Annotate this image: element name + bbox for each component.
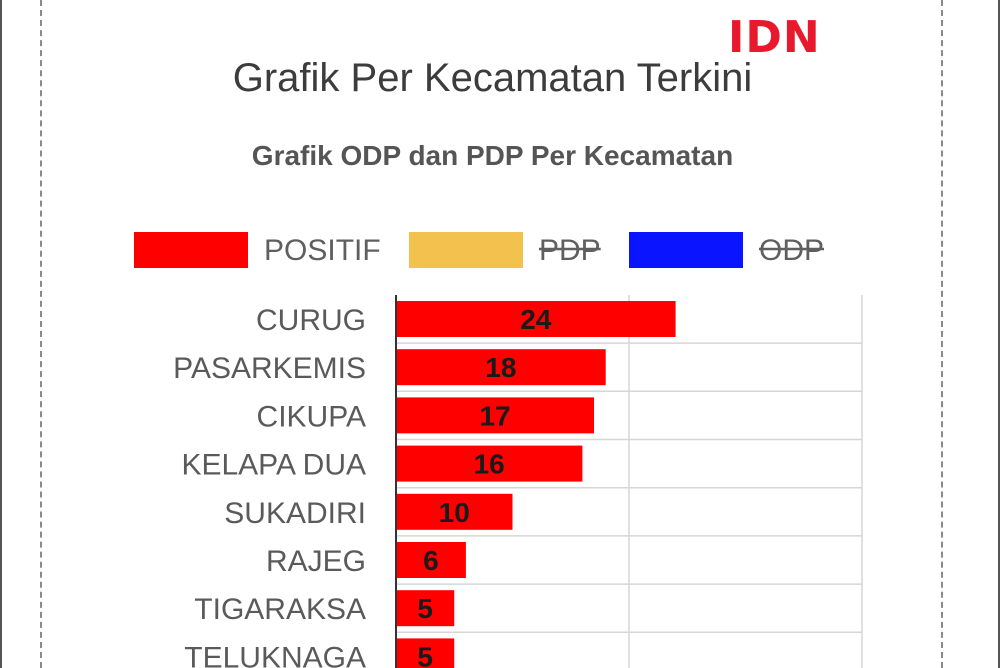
category-label: TELUKNAGA: [184, 641, 366, 668]
legend-swatch-positif: [134, 232, 248, 268]
bar: [396, 590, 455, 627]
bar: [396, 542, 466, 578]
data-label: 6: [423, 545, 439, 576]
legend-label-positif: POSITIF: [264, 234, 381, 267]
bar: [396, 638, 455, 668]
bar: [396, 445, 583, 482]
bar: [396, 493, 513, 530]
legend-label-pdp: PDP: [539, 234, 601, 267]
legend-swatch-pdp: [409, 232, 523, 268]
left-edge-border: [0, 0, 2, 668]
right-edge-border: [998, 0, 1000, 668]
bar: [396, 301, 676, 337]
data-label: 5: [417, 593, 433, 624]
chart-title: Grafik ODP dan PDP Per Kecamatan: [251, 140, 734, 171]
bar: [396, 349, 606, 386]
left-dashed-border: [40, 0, 42, 668]
data-label: 18: [485, 352, 516, 383]
legend-swatch-odp: [629, 232, 743, 268]
idn-logo: IDN: [728, 12, 821, 63]
legend-label-odp: ODP: [759, 234, 824, 267]
category-label: PASARKEMIS: [173, 352, 366, 385]
data-label: 5: [417, 641, 433, 668]
category-label: CURUG: [256, 304, 366, 337]
category-label: TIGARAKSA: [194, 593, 366, 626]
right-dashed-border: [941, 0, 943, 668]
bar: [396, 397, 595, 434]
page-title: Grafik Per Kecamatan Terkini: [232, 56, 753, 100]
category-label: CIKUPA: [257, 400, 366, 433]
category-label: KELAPA DUA: [181, 449, 366, 482]
category-label: SUKADIRI: [224, 497, 366, 530]
data-label: 17: [479, 400, 510, 431]
data-label: 16: [474, 449, 505, 480]
data-label: 10: [439, 497, 470, 528]
category-label: RAJEG: [266, 545, 366, 578]
data-label: 24: [520, 304, 552, 335]
